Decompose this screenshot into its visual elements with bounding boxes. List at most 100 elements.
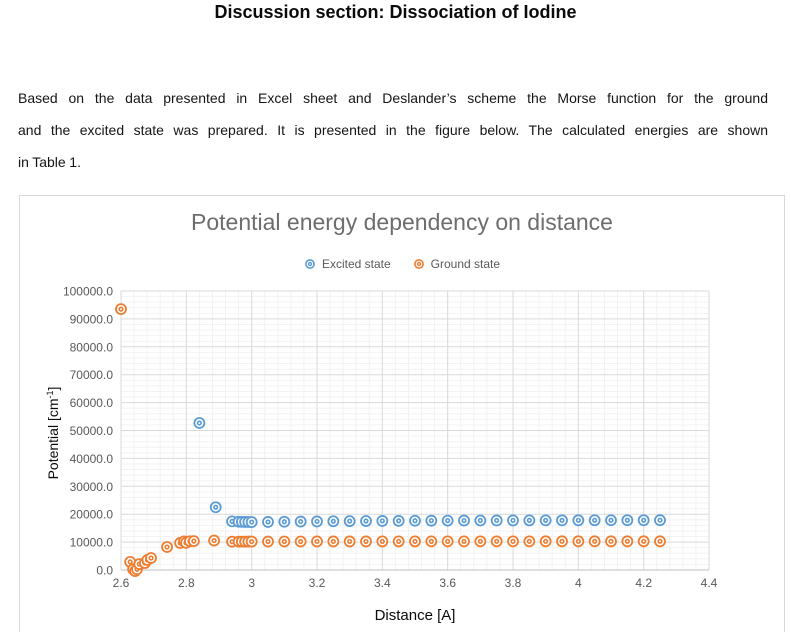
- data-point-excited: [327, 515, 340, 528]
- data-point-ground: [575, 538, 581, 544]
- x-tick-label: 4: [575, 576, 582, 590]
- data-point-ground: [592, 538, 598, 544]
- data-point-excited: [314, 518, 320, 525]
- data-point-ground: [363, 538, 369, 545]
- data-point-ground: [376, 535, 389, 548]
- embedded-chart[interactable]: 0.0 10000.0 20000.0 30000.0 40000.0 50000.0 60…: [19, 195, 785, 632]
- data-point-excited: [396, 518, 402, 524]
- data-point-ground: [409, 535, 421, 548]
- data-point-ground: [118, 306, 124, 312]
- data-point-ground: [458, 535, 470, 548]
- data-point-excited: [477, 517, 483, 524]
- data-point-excited: [510, 517, 516, 524]
- data-point-excited: [343, 515, 356, 528]
- data-point-excited: [330, 518, 336, 524]
- body-paragraph: Based on the data presented in Excel she…: [18, 82, 768, 178]
- data-point-excited: [657, 517, 663, 523]
- data-point-excited: [249, 519, 255, 525]
- data-point-excited: [441, 514, 454, 527]
- circle-marker-icon: [413, 259, 424, 269]
- legend-label: Ground state: [430, 257, 501, 271]
- data-point-ground: [343, 535, 356, 548]
- data-point-excited: [196, 420, 202, 426]
- y-tick-label: 90000.0: [70, 312, 114, 326]
- data-point-excited: [311, 515, 323, 528]
- data-point-excited: [347, 518, 353, 524]
- data-point-ground: [474, 535, 487, 548]
- data-point-ground: [412, 538, 418, 545]
- data-point-ground: [657, 538, 663, 544]
- data-point-excited: [461, 517, 467, 524]
- paragraph-line: and the excited state was prepared. It i…: [18, 122, 768, 138]
- chart-plot-svg: 0.0 10000.0 20000.0 30000.0 40000.0 50000.0 60…: [45, 285, 718, 625]
- chart-title: Potential energy dependency on distance: [191, 209, 613, 235]
- data-point-ground: [379, 538, 385, 545]
- data-point-ground: [507, 535, 519, 548]
- data-point-excited: [559, 517, 565, 523]
- data-point-ground: [245, 535, 258, 548]
- data-point-excited: [624, 517, 630, 523]
- data-point-excited: [572, 514, 585, 527]
- data-point-ground: [208, 534, 221, 547]
- legend-item-excited[interactable]: Excited state: [304, 257, 391, 271]
- paragraph-line: in Table 1.: [18, 154, 81, 170]
- data-point-ground: [278, 535, 291, 548]
- data-point-excited: [298, 518, 304, 525]
- data-point-ground: [294, 535, 307, 548]
- data-point-ground: [605, 535, 617, 548]
- x-tick-label: 3.6: [439, 576, 456, 590]
- data-point-excited: [281, 519, 287, 525]
- data-point-excited: [445, 518, 451, 524]
- data-point-ground: [494, 538, 500, 544]
- data-point-ground: [392, 535, 405, 548]
- y-tick-label: 100000.0: [63, 285, 113, 299]
- data-point-ground: [641, 538, 647, 544]
- data-point-ground: [637, 535, 650, 548]
- data-point-excited: [543, 517, 549, 523]
- data-point-excited: [278, 515, 291, 528]
- data-point-excited: [412, 518, 418, 524]
- data-point-ground: [445, 538, 451, 544]
- data-point-excited: [641, 517, 647, 523]
- x-tick-label: 3: [248, 576, 255, 590]
- data-point-excited: [425, 514, 438, 527]
- data-point-ground: [314, 538, 320, 545]
- data-point-ground: [161, 541, 173, 553]
- x-axis-title: Distance [A]: [375, 607, 456, 624]
- data-point-ground: [654, 535, 666, 548]
- data-point-excited: [575, 517, 581, 523]
- data-point-ground: [510, 538, 516, 544]
- data-point-excited: [654, 514, 666, 527]
- data-point-ground: [249, 538, 255, 545]
- x-tick-label: 2.6: [113, 576, 130, 590]
- data-point-excited: [265, 519, 271, 525]
- data-point-ground: [262, 535, 274, 548]
- data-point-excited: [588, 514, 601, 527]
- x-tick-label: 3.8: [505, 576, 522, 590]
- data-point-excited: [428, 518, 434, 524]
- data-point-ground: [330, 538, 336, 545]
- x-tick-label: 3.4: [374, 576, 391, 590]
- y-axis-title: Potential [cm-1]: [45, 387, 61, 480]
- data-point-excited: [592, 517, 598, 523]
- y-tick-label: 20000.0: [70, 508, 114, 522]
- y-tick-label: 10000.0: [70, 536, 114, 550]
- x-tick-label: 4.4: [701, 576, 718, 590]
- data-point-ground: [428, 538, 434, 544]
- section-heading: Discussion section: Dissociation of Iodi…: [214, 2, 577, 22]
- data-point-ground: [127, 559, 133, 565]
- data-point-ground: [539, 535, 552, 548]
- data-point-excited: [526, 517, 532, 523]
- data-point-excited: [363, 518, 369, 524]
- data-point-excited: [262, 516, 274, 528]
- circle-marker-icon: [305, 259, 315, 269]
- y-tick-label: 80000.0: [70, 340, 114, 354]
- data-point-ground: [148, 555, 154, 561]
- data-point-excited: [360, 515, 372, 527]
- data-point-excited: [621, 514, 634, 527]
- data-point-excited: [490, 514, 503, 527]
- data-point-excited: [523, 514, 536, 527]
- x-tick-label: 2.8: [178, 576, 195, 590]
- legend-item-ground[interactable]: Ground state: [413, 257, 500, 271]
